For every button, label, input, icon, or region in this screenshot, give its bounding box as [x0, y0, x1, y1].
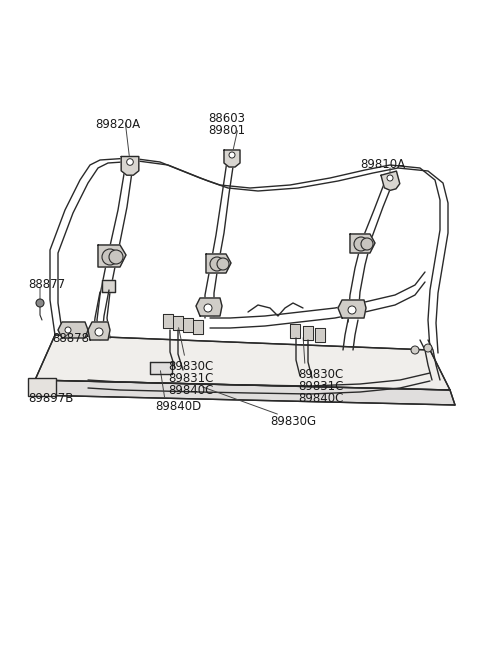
Polygon shape [98, 245, 126, 267]
Polygon shape [303, 326, 313, 340]
Circle shape [411, 346, 419, 354]
Polygon shape [163, 314, 173, 328]
Text: 89840C: 89840C [298, 392, 343, 405]
Text: 89840D: 89840D [155, 400, 201, 413]
Text: 89801: 89801 [208, 124, 245, 137]
Polygon shape [206, 254, 231, 273]
Circle shape [229, 152, 235, 158]
Text: 89897B: 89897B [28, 392, 73, 405]
Polygon shape [183, 318, 193, 332]
Polygon shape [102, 280, 115, 292]
Circle shape [109, 250, 123, 264]
Polygon shape [30, 380, 455, 405]
Text: 89831C: 89831C [298, 380, 343, 393]
Bar [28, 378, 56, 396]
Text: 89830C: 89830C [168, 360, 213, 373]
Circle shape [102, 249, 118, 265]
Circle shape [65, 327, 71, 333]
Circle shape [348, 306, 356, 314]
Circle shape [361, 238, 373, 250]
Text: 88603: 88603 [208, 112, 245, 125]
Polygon shape [173, 316, 183, 330]
Circle shape [204, 304, 212, 312]
Circle shape [354, 237, 368, 251]
Polygon shape [315, 328, 325, 342]
Text: 89830G: 89830G [270, 415, 316, 428]
Polygon shape [88, 322, 110, 340]
Polygon shape [196, 298, 222, 316]
Polygon shape [381, 171, 400, 191]
Circle shape [127, 159, 133, 165]
Text: 88877: 88877 [28, 278, 65, 291]
Text: 89810A: 89810A [360, 158, 405, 171]
Circle shape [217, 258, 229, 270]
Polygon shape [58, 322, 88, 338]
Text: 89840C: 89840C [168, 384, 214, 397]
Polygon shape [350, 234, 375, 253]
Text: 89831C: 89831C [168, 372, 214, 385]
Text: 89820A: 89820A [95, 118, 140, 131]
Text: 88878: 88878 [52, 332, 89, 345]
Circle shape [424, 344, 432, 352]
Polygon shape [35, 335, 450, 390]
Circle shape [210, 257, 224, 271]
Polygon shape [193, 320, 203, 334]
Polygon shape [121, 157, 139, 175]
Circle shape [36, 299, 44, 307]
Polygon shape [338, 300, 366, 318]
Text: 89830C: 89830C [298, 368, 343, 381]
Polygon shape [224, 150, 240, 167]
Circle shape [387, 175, 393, 181]
Circle shape [95, 328, 103, 336]
Polygon shape [150, 362, 172, 374]
Polygon shape [290, 324, 300, 338]
